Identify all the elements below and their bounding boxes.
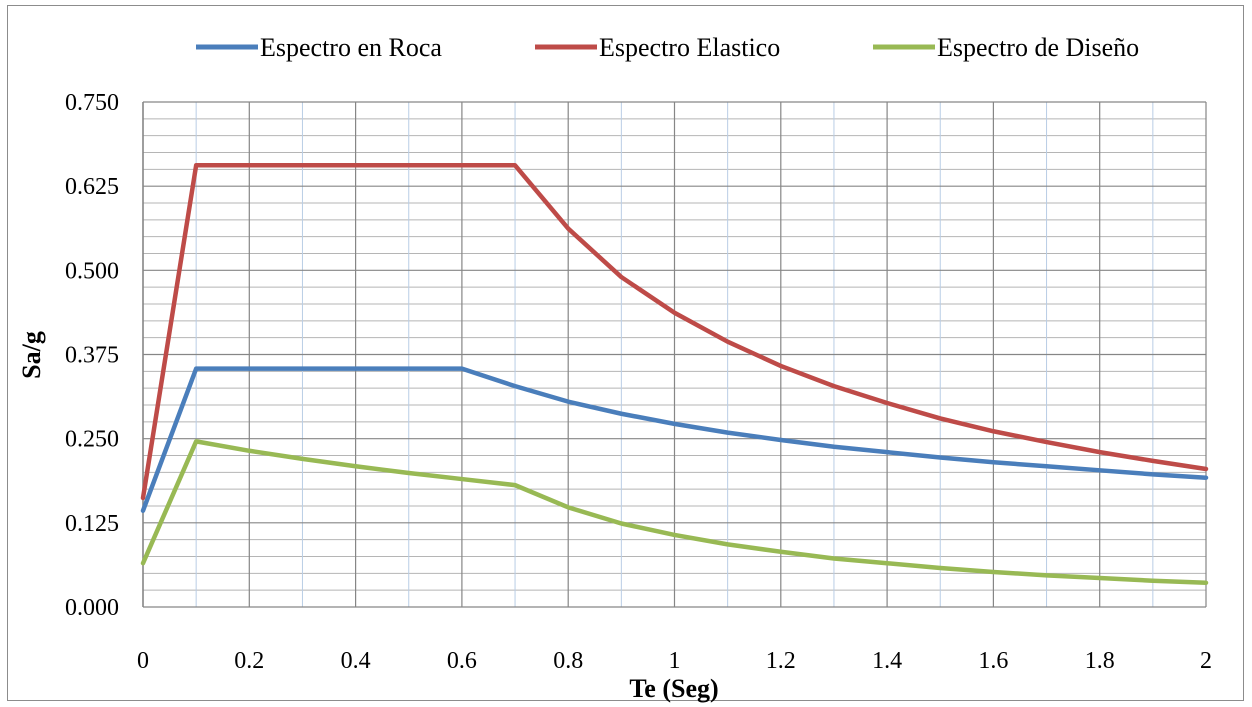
- series-line-2: [140, 163, 1209, 501]
- y-tick-label: 0.375: [65, 343, 119, 369]
- x-tick-label: 0.8: [553, 648, 583, 674]
- y-tick-label: 0.000: [65, 595, 119, 621]
- x-tick-label: 0: [137, 648, 149, 674]
- legend-label-1: Espectro en Roca: [260, 33, 442, 62]
- x-tick-label: 1: [669, 648, 681, 674]
- x-tick-label: 1.8: [1085, 648, 1115, 674]
- y-tick-labels: 0.000 0.125 0.250 0.375 0.500 0.625 0.750: [65, 90, 119, 621]
- x-tick-label: 1.2: [766, 648, 796, 674]
- series-group: [140, 163, 1209, 586]
- y-tick-label: 0.750: [65, 90, 119, 116]
- x-tick-label: 1.4: [872, 648, 902, 674]
- legend: Espectro en Roca Espectro Elastico Espectr…: [196, 33, 1139, 62]
- x-tick-label: 1.6: [978, 648, 1008, 674]
- x-axis-title: Te (Seg): [629, 674, 718, 703]
- series-line-1: [140, 366, 1209, 513]
- y-axis-title: Sa/g: [17, 331, 46, 379]
- x-tick-label: 0.4: [341, 648, 371, 674]
- y-tick-label: 0.500: [65, 258, 119, 284]
- y-tick-label: 0.125: [65, 511, 119, 537]
- x-tick-label: 0.6: [447, 648, 477, 674]
- y-tick-label: 0.250: [65, 427, 119, 453]
- x-tick-labels: 0 0.2 0.4 0.6 0.8 1 1.2 1.4 1.6 1.8 2: [137, 648, 1212, 674]
- chart-frame: [7, 5, 1244, 701]
- y-tick-label: 0.625: [65, 174, 119, 200]
- legend-label-2: Espectro Elastico: [599, 33, 780, 62]
- series-line-3: [140, 439, 1209, 586]
- x-tick-label: 0.2: [234, 648, 264, 674]
- legend-label-3: Espectro de Diseño: [937, 33, 1139, 62]
- x-tick-label: 2: [1200, 648, 1212, 674]
